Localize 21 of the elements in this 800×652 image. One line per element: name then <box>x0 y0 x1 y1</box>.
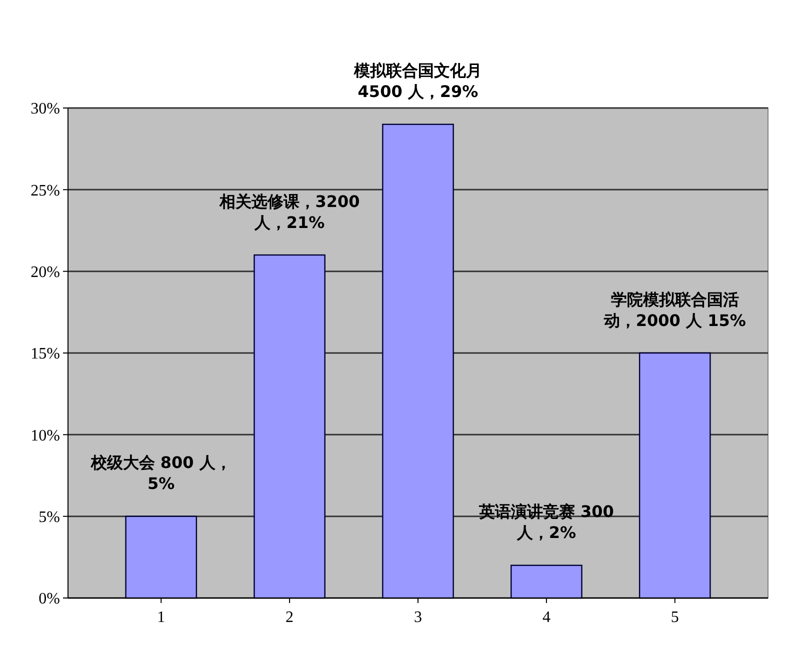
bar <box>125 516 198 599</box>
annotation: 模拟联合国文化月 4500 人，29% <box>352 60 483 102</box>
y-tick-label: 15% <box>30 346 60 363</box>
x-tick-label: 2 <box>286 609 294 626</box>
y-tick-label: 30% <box>30 100 60 118</box>
x-tick-label: 3 <box>414 609 422 626</box>
annotation: 学院模拟联合国活动，2000 人 15% <box>602 289 747 331</box>
bar <box>254 254 326 599</box>
x-tick-label: 5 <box>670 609 679 626</box>
annotation: 相关选修课，3200 人，21% <box>218 191 361 233</box>
y-tick-label: 5% <box>38 508 60 526</box>
y-tick-label: 0% <box>38 590 60 608</box>
x-tick-label: 4 <box>542 609 550 626</box>
annotation: 校级大会 800 人，5% <box>90 452 232 494</box>
y-tick-label: 10% <box>30 427 60 444</box>
bar <box>638 352 711 599</box>
y-tick-label: 20% <box>30 264 60 281</box>
x-tick-label: 1 <box>157 609 166 626</box>
y-tick-label: 25% <box>30 182 60 200</box>
bar <box>510 564 582 599</box>
bar <box>382 124 454 599</box>
